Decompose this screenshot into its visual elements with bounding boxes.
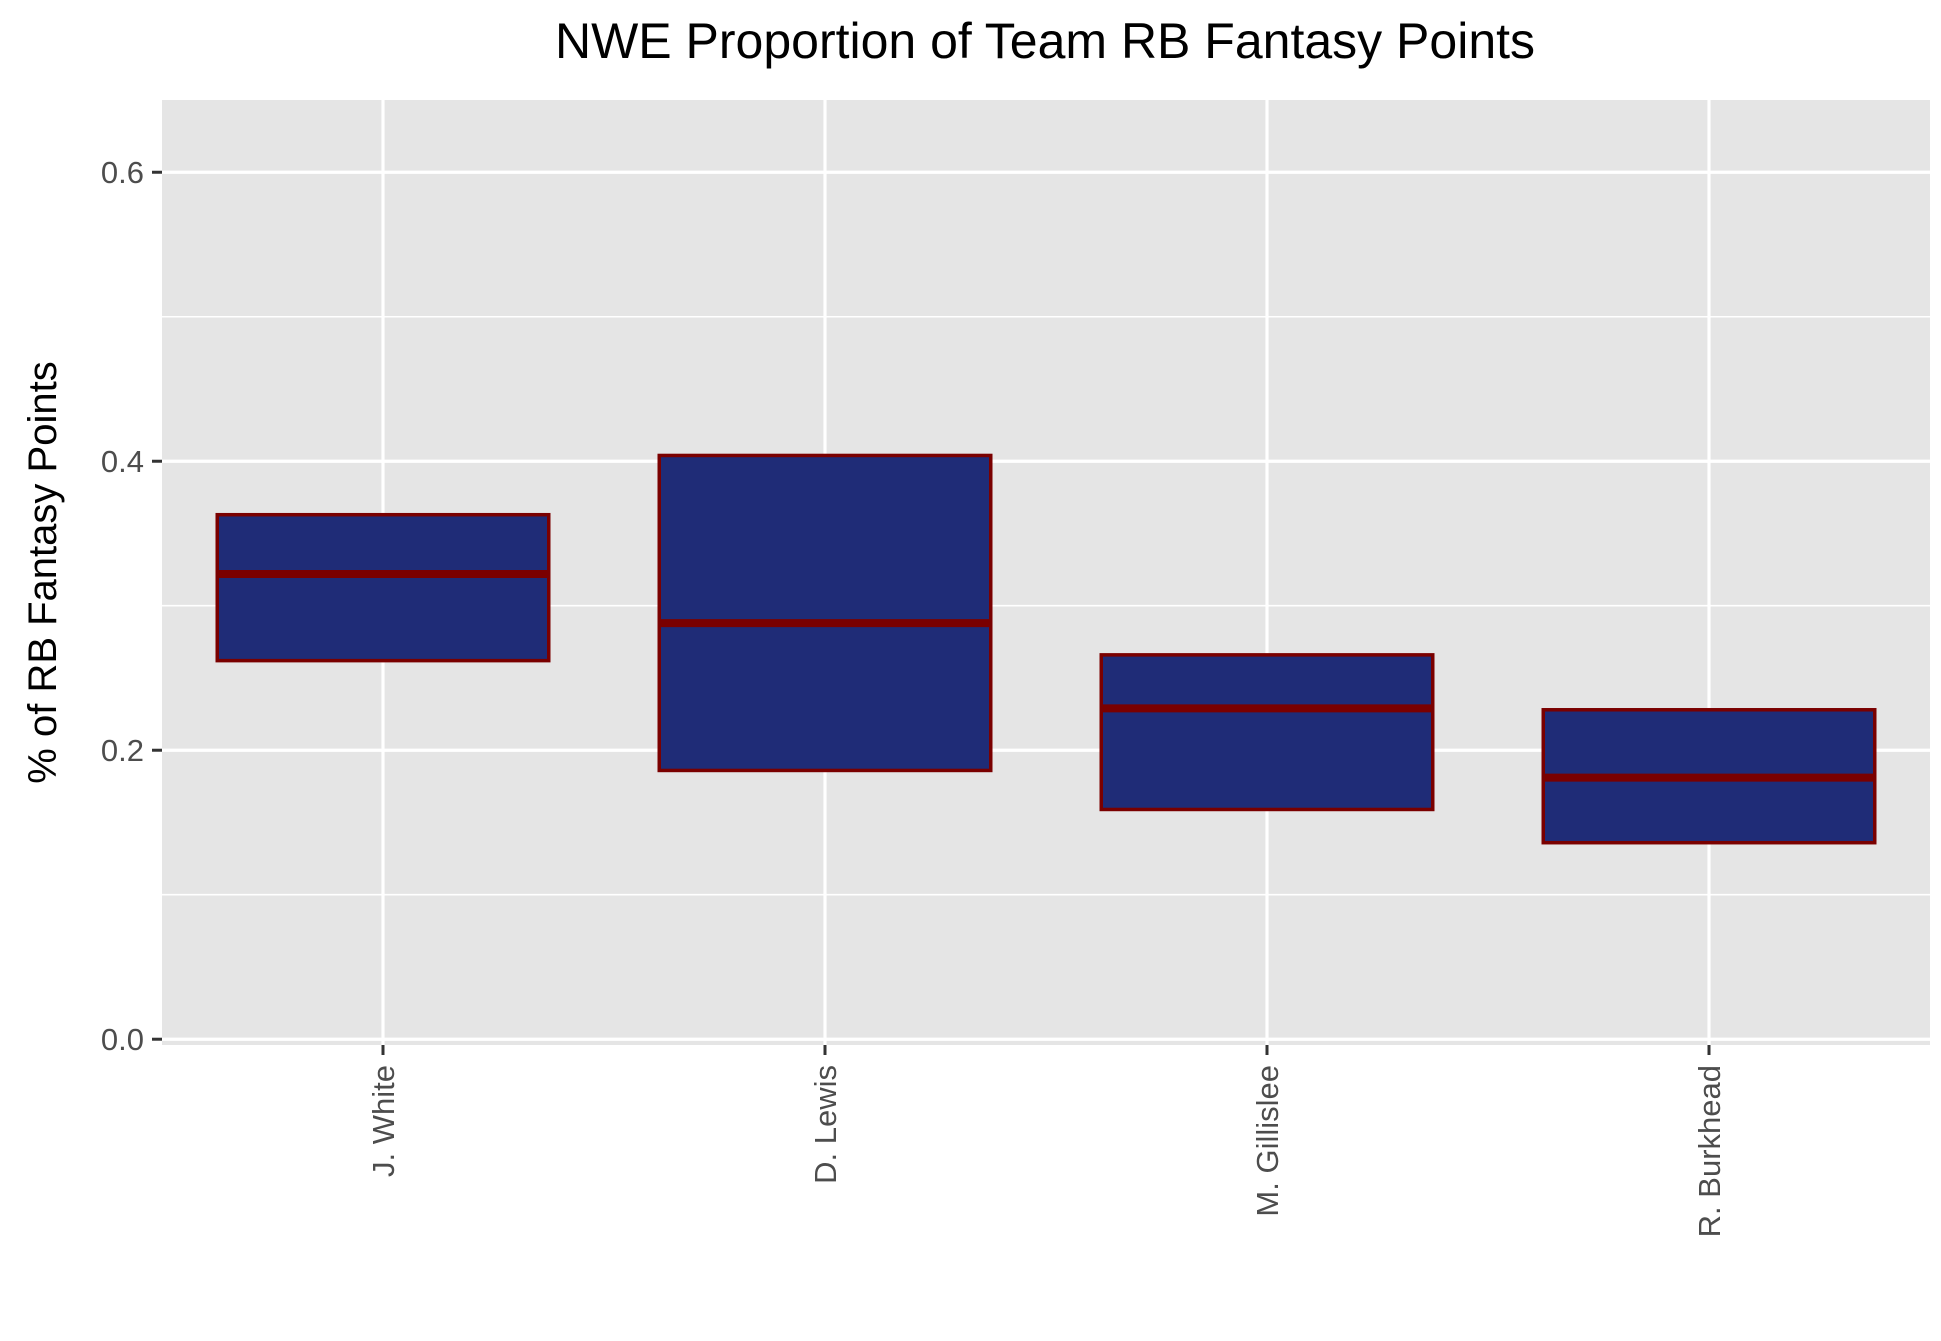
box-2 [1099, 653, 1435, 812]
box-layer [215, 453, 1877, 845]
y-tick-label: 0.2 [101, 733, 144, 768]
box-0 [215, 512, 551, 663]
x-tick-label: J. White [366, 1065, 401, 1177]
y-tick-label: 0.0 [101, 1022, 144, 1057]
y-tick-label: 0.6 [101, 155, 144, 190]
y-tick-label: 0.4 [101, 444, 144, 479]
y-axis-label: % of RB Fantasy Points [21, 361, 65, 783]
grid-layer [162, 100, 1930, 1045]
x-tick-label: D. Lewis [808, 1065, 843, 1184]
x-tick-label: R. Burkhead [1692, 1065, 1727, 1237]
box-1 [657, 453, 993, 773]
x-tick-label: M. Gillislee [1250, 1065, 1285, 1217]
chart-title: NWE Proportion of Team RB Fantasy Points [555, 13, 1535, 69]
axis-layer: 0.0 0.2 0.4 0.6 J. White D. Lewis M. Gillislee… [101, 155, 1727, 1237]
